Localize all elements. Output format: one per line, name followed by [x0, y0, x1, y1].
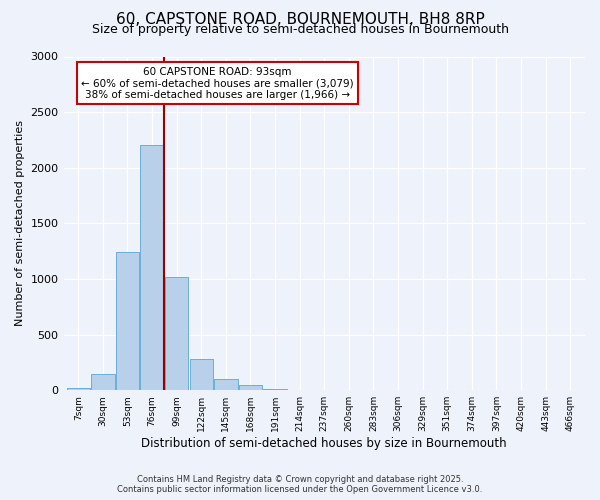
- Bar: [67, 388, 90, 390]
- Text: Contains HM Land Registry data © Crown copyright and database right 2025.
Contai: Contains HM Land Registry data © Crown c…: [118, 474, 482, 494]
- Bar: [140, 146, 164, 390]
- Y-axis label: Number of semi-detached properties: Number of semi-detached properties: [15, 120, 25, 326]
- Bar: [239, 384, 262, 390]
- Bar: [165, 276, 188, 390]
- Bar: [190, 358, 213, 390]
- Text: 60, CAPSTONE ROAD, BOURNEMOUTH, BH8 8RP: 60, CAPSTONE ROAD, BOURNEMOUTH, BH8 8RP: [116, 12, 484, 28]
- Bar: [263, 388, 287, 390]
- Bar: [91, 374, 115, 390]
- Text: Size of property relative to semi-detached houses in Bournemouth: Size of property relative to semi-detach…: [91, 22, 509, 36]
- X-axis label: Distribution of semi-detached houses by size in Bournemouth: Distribution of semi-detached houses by …: [142, 437, 507, 450]
- Text: 60 CAPSTONE ROAD: 93sqm
← 60% of semi-detached houses are smaller (3,079)
38% of: 60 CAPSTONE ROAD: 93sqm ← 60% of semi-de…: [81, 66, 353, 100]
- Bar: [116, 252, 139, 390]
- Bar: [214, 379, 238, 390]
